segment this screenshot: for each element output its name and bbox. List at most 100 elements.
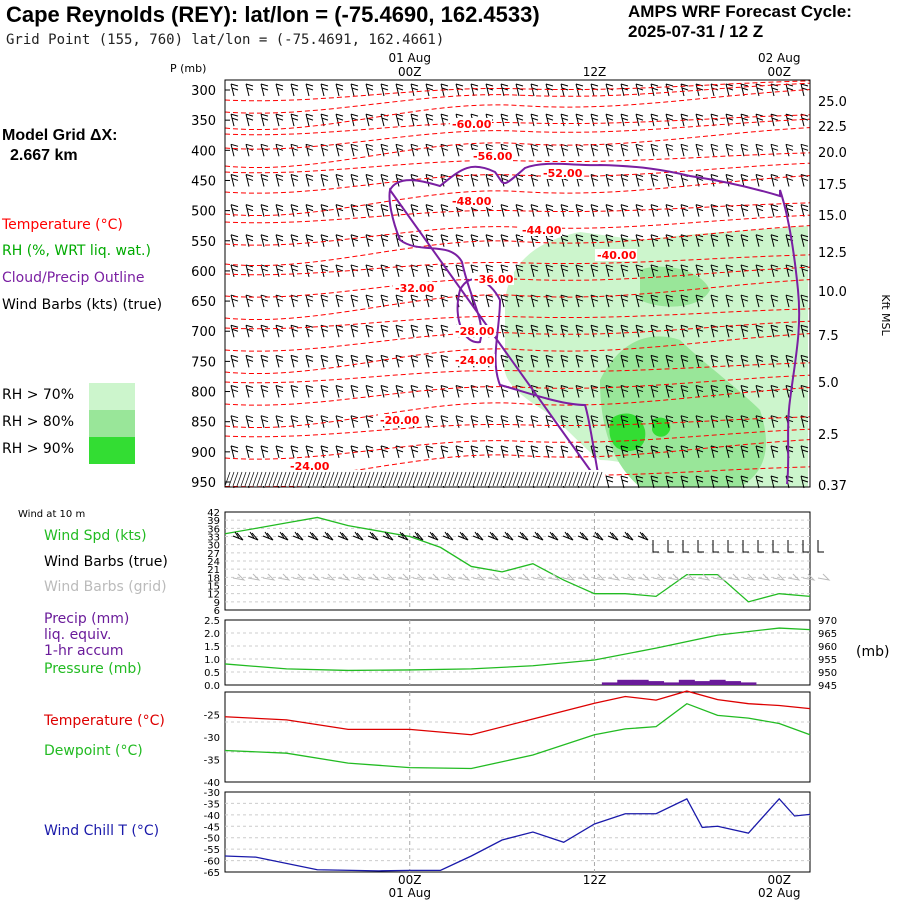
hatch-line xyxy=(244,471,251,487)
wind-barb xyxy=(755,475,764,489)
hatch-line xyxy=(324,471,331,487)
wind-barb xyxy=(335,234,344,247)
wind-barb xyxy=(607,531,619,541)
wind-chill-tick: -35 xyxy=(204,799,220,810)
precip-tick: 1.5 xyxy=(204,642,220,653)
wind-barb xyxy=(635,415,644,428)
wind-barb xyxy=(545,324,554,338)
time-axis-hour-top: 00Z xyxy=(398,65,422,79)
temperature-contour xyxy=(224,114,811,136)
wind-barb xyxy=(622,531,634,541)
wind-barb xyxy=(562,531,574,541)
hatch-line xyxy=(484,471,491,487)
pressure-tick: 965 xyxy=(818,629,837,640)
wind-barb xyxy=(680,354,689,368)
wind-barb xyxy=(545,264,554,278)
wind-barb xyxy=(305,204,314,217)
wind-barb xyxy=(472,531,484,541)
wind-barb xyxy=(620,173,629,187)
legend-rh80-swatch xyxy=(89,410,135,437)
wind-barb xyxy=(802,540,809,553)
wind-barb xyxy=(290,173,299,187)
hatch-line xyxy=(488,471,495,487)
wind-barb-grid xyxy=(367,573,381,581)
wind-speed-label: Wind Spd (kts) xyxy=(44,528,147,544)
wind-barb xyxy=(800,354,809,368)
wind-speed-tick: 15 xyxy=(207,582,220,593)
wind-barb xyxy=(427,531,439,541)
wind-barb xyxy=(382,531,394,541)
hatch-line xyxy=(448,471,455,487)
wind-barb xyxy=(260,173,269,187)
temperature-contour xyxy=(224,214,811,246)
wind-barb xyxy=(380,294,389,308)
wind-barb xyxy=(757,540,764,553)
hatch-line xyxy=(416,471,423,487)
wind-barb xyxy=(245,173,254,187)
wind-barb xyxy=(395,385,404,398)
wind-barb xyxy=(275,445,284,458)
hatch-line xyxy=(540,471,547,487)
wind-barb xyxy=(305,385,314,398)
wind-barb xyxy=(740,324,749,338)
temperature-contour xyxy=(224,89,811,131)
wind-barb xyxy=(260,415,269,428)
temperature-contour-label: -56.00 xyxy=(473,150,513,163)
wind-barb xyxy=(575,113,584,127)
wind-barb xyxy=(230,354,239,368)
time-axis-date-bottom: 01 Aug xyxy=(388,886,431,900)
wind-barb-grid xyxy=(352,573,366,581)
wind-barb xyxy=(545,354,554,368)
wind-barb xyxy=(620,234,629,247)
wind-barb xyxy=(770,83,779,97)
temperature-label-bg xyxy=(471,150,513,162)
wind-barb xyxy=(635,113,644,127)
time-axis-hour-bottom: 00Z xyxy=(767,873,791,887)
wind-barb xyxy=(785,324,794,338)
wind-barb xyxy=(710,324,719,338)
wind-chill-tick: -30 xyxy=(204,788,220,799)
wind-speed-line xyxy=(224,516,811,603)
wind-barb xyxy=(412,531,424,541)
hatch-line xyxy=(580,471,587,487)
hatch-line xyxy=(560,471,567,487)
hatch-line xyxy=(548,471,555,487)
wind-barb xyxy=(695,354,704,368)
wind-barb xyxy=(590,324,599,338)
temperature-contour-label: -36.00 xyxy=(474,273,514,286)
wind-barb-grid xyxy=(472,573,486,581)
wind-barb xyxy=(365,354,374,368)
hatch-line xyxy=(284,471,291,487)
temperature-panel-frame xyxy=(224,691,811,783)
wind-barb xyxy=(500,173,509,187)
precip-bar xyxy=(663,682,680,685)
wind-barb xyxy=(680,385,689,398)
hatch-line xyxy=(232,471,239,487)
wind-speed-tick: 27 xyxy=(207,549,220,560)
wind-barb xyxy=(230,264,239,278)
wind-barb xyxy=(410,324,419,338)
wind-barb xyxy=(320,324,329,338)
wind-barb xyxy=(290,385,299,398)
wind-barb xyxy=(335,445,344,458)
wind-barb xyxy=(395,143,404,157)
temperature-label-bg xyxy=(595,249,637,261)
wind-barb xyxy=(350,294,359,308)
wind-barb xyxy=(770,354,779,368)
wind-barb xyxy=(410,204,419,217)
wind-barb xyxy=(560,264,569,278)
wind-barb xyxy=(560,204,569,217)
wind-barb xyxy=(785,264,794,278)
wind-barb xyxy=(485,173,494,187)
precip-tick: 2.5 xyxy=(204,616,220,627)
wind-barb xyxy=(725,143,734,157)
pressure-tick-label: 550 xyxy=(191,235,216,250)
wind-barb xyxy=(620,475,629,489)
temperature-contour-label: -60.00 xyxy=(452,118,492,131)
hatch-line xyxy=(496,471,503,487)
wind-barb xyxy=(500,234,509,247)
wind-barb xyxy=(532,531,544,541)
hatch-line xyxy=(368,471,375,487)
wind-barb xyxy=(350,324,359,338)
wind-barb xyxy=(665,204,674,217)
